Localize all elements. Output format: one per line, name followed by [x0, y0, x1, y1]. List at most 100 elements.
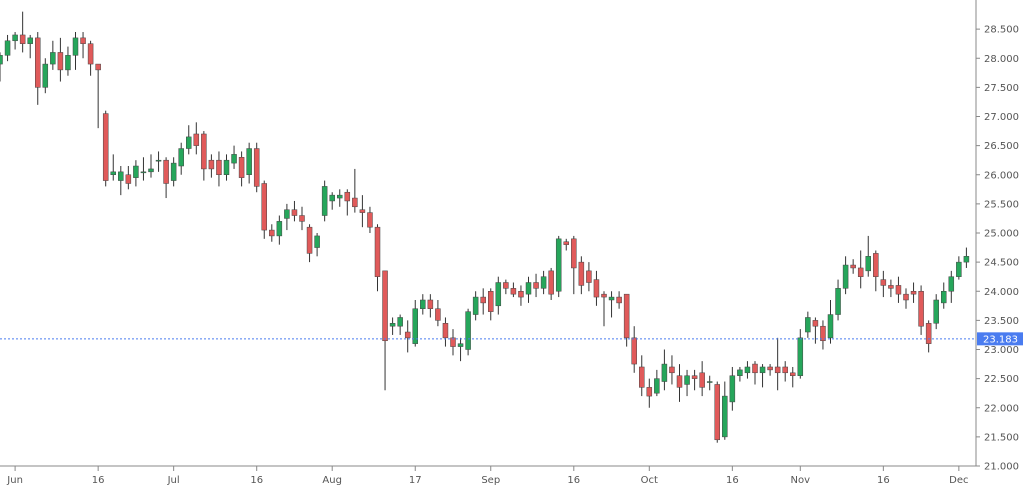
- candle-body-up: [397, 317, 403, 327]
- candle: [699, 361, 705, 397]
- y-tick-label: 27.500: [984, 83, 1019, 94]
- candle-body-down: [646, 387, 653, 397]
- candle-body-up: [759, 366, 766, 374]
- candle-body-down: [374, 226, 381, 277]
- candle-body-up: [170, 162, 177, 181]
- candle: [435, 299, 441, 327]
- candle: [125, 166, 132, 190]
- candle: [269, 224, 275, 242]
- candle-body-up: [797, 337, 804, 376]
- y-tick-label: 26.000: [984, 170, 1019, 181]
- candle-body-down: [299, 215, 305, 222]
- candle: [842, 256, 849, 295]
- candle: [170, 157, 177, 187]
- y-tick-label: 28.000: [984, 54, 1019, 65]
- candle-body-up: [654, 378, 660, 394]
- y-tick-label: 24.000: [984, 287, 1019, 298]
- x-tick-label: Jul: [167, 475, 180, 486]
- candle: [714, 381, 720, 443]
- candle-body-up: [72, 37, 79, 56]
- candle-body-down: [488, 291, 494, 312]
- candle-body-down: [925, 323, 932, 344]
- candle-body-up: [472, 296, 479, 315]
- candle-body-up: [389, 323, 396, 327]
- candle-body-down: [19, 34, 26, 44]
- candle-body-down: [193, 133, 200, 146]
- candle-body-down: [857, 267, 864, 277]
- candle-body-down: [382, 270, 388, 342]
- candle-body-up: [805, 317, 811, 333]
- x-tick-label: Dec: [949, 475, 968, 486]
- candle: [404, 320, 411, 353]
- candle: [110, 154, 116, 181]
- candle: [888, 279, 894, 298]
- candle: [412, 299, 418, 347]
- candle: [118, 166, 124, 196]
- candle: [956, 256, 962, 280]
- candle-body-down: [767, 366, 773, 371]
- candle-body-down: [80, 37, 86, 44]
- candle-body-up: [314, 235, 320, 248]
- candle-body-down: [352, 197, 358, 208]
- candle-body-up: [186, 136, 192, 149]
- candle-body-up: [178, 148, 184, 167]
- candle: [367, 206, 373, 233]
- candle: [820, 320, 826, 350]
- candle: [548, 267, 554, 300]
- candle-body-down: [261, 183, 267, 231]
- candle-body-up: [329, 194, 335, 202]
- candle-body-down: [918, 291, 924, 327]
- candle-body-down: [903, 293, 909, 301]
- candle: [276, 215, 283, 245]
- candle: [873, 250, 879, 292]
- candle: [925, 320, 932, 353]
- candle-body-down: [782, 366, 788, 374]
- y-tick-label: 21.500: [984, 432, 1019, 443]
- candle-body-up: [495, 282, 502, 307]
- candle: [133, 160, 139, 187]
- candle-body-up: [722, 395, 728, 438]
- candle-body-up: [956, 261, 962, 277]
- candle-body-up: [223, 159, 230, 175]
- candle: [299, 206, 305, 231]
- x-tick-label: Aug: [322, 475, 342, 486]
- candle-body-up: [4, 40, 11, 56]
- candle-body-down: [639, 366, 645, 388]
- candle: [87, 40, 94, 76]
- y-tick-label: 27.000: [984, 112, 1019, 123]
- candle: [722, 381, 728, 440]
- candle-body-down: [201, 133, 207, 170]
- candle: [518, 285, 524, 306]
- candle-body-up: [231, 154, 237, 164]
- candle-body-up: [133, 165, 139, 178]
- candle: [223, 154, 230, 181]
- candle: [910, 282, 917, 303]
- candle-body-down: [676, 375, 683, 388]
- candle: [57, 37, 64, 82]
- candle: [321, 180, 328, 222]
- candle: [148, 154, 154, 178]
- candle-body-down: [571, 238, 577, 269]
- x-tick-label: Jun: [6, 475, 23, 486]
- candle: [669, 355, 675, 385]
- candle: [639, 355, 645, 397]
- candle-body-up: [321, 186, 328, 216]
- candle: [895, 276, 902, 303]
- candle-body-down: [563, 241, 569, 245]
- x-tick-label: Oct: [641, 475, 658, 486]
- candle-body-up: [284, 209, 290, 219]
- candle-body-up: [737, 369, 743, 376]
- candle-body-down: [503, 282, 509, 289]
- candle: [50, 40, 56, 70]
- candle: [261, 180, 267, 239]
- candle-body-up: [42, 63, 49, 88]
- candle-body-down: [714, 384, 720, 441]
- candle: [359, 195, 366, 228]
- candle: [797, 329, 804, 379]
- candle-body-up: [729, 375, 736, 403]
- candle: [608, 291, 615, 318]
- candle-body-down: [163, 159, 169, 184]
- candle-body-up: [963, 256, 970, 263]
- candle-body-up: [608, 296, 615, 301]
